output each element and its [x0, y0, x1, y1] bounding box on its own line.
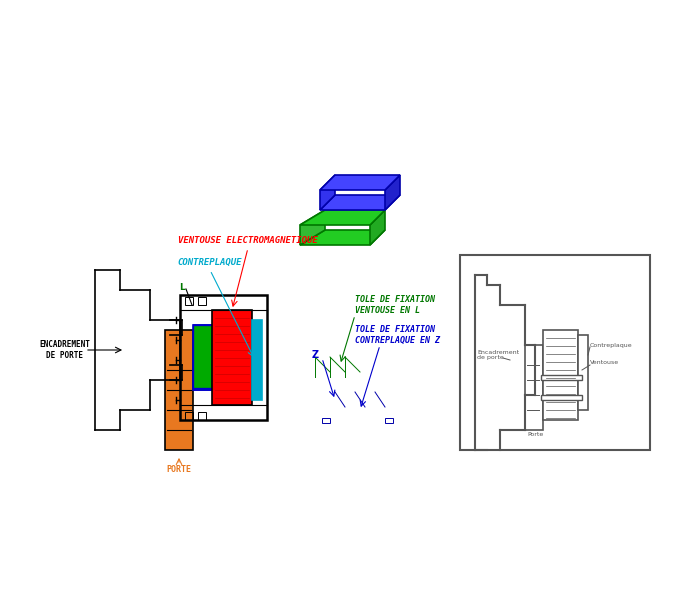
- Polygon shape: [320, 195, 400, 210]
- Text: Contreplaque: Contreplaque: [590, 343, 633, 347]
- Polygon shape: [385, 175, 400, 210]
- Polygon shape: [300, 230, 385, 245]
- Polygon shape: [370, 210, 385, 245]
- Polygon shape: [300, 210, 325, 245]
- Bar: [322, 418, 330, 423]
- Bar: [185, 412, 193, 420]
- Bar: [541, 395, 582, 400]
- Bar: [212, 310, 252, 405]
- Bar: [543, 330, 578, 420]
- Bar: [460, 255, 650, 450]
- Text: L: L: [179, 283, 185, 292]
- Bar: [185, 297, 193, 305]
- Polygon shape: [300, 210, 385, 225]
- Polygon shape: [320, 175, 400, 190]
- Polygon shape: [320, 175, 335, 210]
- Bar: [165, 330, 193, 450]
- Text: TOLE DE FIXATION
VENTOUSE EN L: TOLE DE FIXATION VENTOUSE EN L: [355, 295, 435, 314]
- Bar: [180, 295, 267, 420]
- Bar: [195, 327, 211, 387]
- Text: Ventouse: Ventouse: [590, 361, 619, 365]
- Text: TOLE DE FIXATION
CONTREPLAQUE EN Z: TOLE DE FIXATION CONTREPLAQUE EN Z: [355, 325, 440, 344]
- Text: Z: Z: [312, 350, 318, 360]
- Text: ENCADREMENT
DE PORTE: ENCADREMENT DE PORTE: [40, 340, 90, 359]
- Bar: [578, 335, 588, 410]
- Bar: [198, 297, 206, 305]
- Text: Porte: Porte: [527, 433, 543, 437]
- Text: Encadrement
de porte: Encadrement de porte: [477, 350, 519, 361]
- Bar: [252, 320, 262, 400]
- Bar: [525, 345, 543, 430]
- Bar: [385, 418, 393, 423]
- Bar: [193, 384, 243, 390]
- Bar: [541, 375, 582, 380]
- Bar: [198, 412, 206, 420]
- Bar: [193, 324, 243, 329]
- Text: VENTOUSE ELECTROMAGNETIQUE: VENTOUSE ELECTROMAGNETIQUE: [178, 235, 318, 245]
- Text: PORTE: PORTE: [167, 466, 192, 475]
- Text: CONTREPLAQUE: CONTREPLAQUE: [178, 257, 242, 266]
- Bar: [193, 325, 213, 390]
